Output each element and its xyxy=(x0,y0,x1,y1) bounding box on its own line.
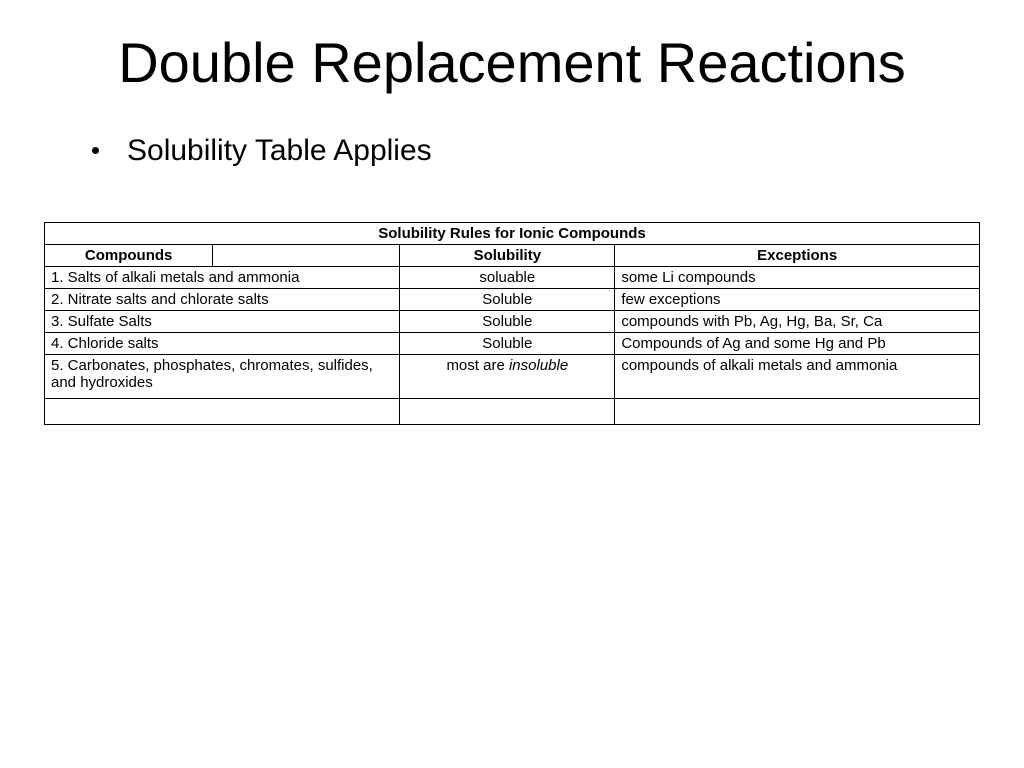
cell-exceptions: compounds of alkali metals and ammonia xyxy=(615,354,980,398)
bullet-text: Solubility Table Applies xyxy=(127,134,432,168)
table-row: 4. Chloride salts Soluble Compounds of A… xyxy=(45,332,980,354)
empty-cell xyxy=(45,398,400,424)
cell-exceptions: Compounds of Ag and some Hg and Pb xyxy=(615,332,980,354)
solubility-table: Solubility Rules for Ionic Compounds Com… xyxy=(44,222,980,425)
cell-compounds: 1. Salts of alkali metals and ammonia xyxy=(45,266,400,288)
table-row: 1. Salts of alkali metals and ammonia so… xyxy=(45,266,980,288)
cell-solubility: Soluble xyxy=(400,288,615,310)
solubility-prefix: most are xyxy=(446,357,509,374)
slide: Double Replacement Reactions Solubility … xyxy=(0,0,1024,768)
cell-compounds: 2. Nitrate salts and chlorate salts xyxy=(45,288,400,310)
cell-compounds: 5. Carbonates, phosphates, chromates, su… xyxy=(45,354,400,398)
cell-compounds: 3. Sulfate Salts xyxy=(45,310,400,332)
header-solubility: Solubility xyxy=(400,244,615,266)
cell-solubility: soluable xyxy=(400,266,615,288)
table-empty-row xyxy=(45,398,980,424)
solubility-emph: insoluble xyxy=(509,357,568,374)
bullet-dot-icon xyxy=(92,147,99,154)
table-title-row: Solubility Rules for Ionic Compounds xyxy=(45,222,980,244)
cell-exceptions: some Li compounds xyxy=(615,266,980,288)
header-blank-1 xyxy=(213,244,400,266)
table-row: 2. Nitrate salts and chlorate salts Solu… xyxy=(45,288,980,310)
table-row: 5. Carbonates, phosphates, chromates, su… xyxy=(45,354,980,398)
bullet-item: Solubility Table Applies xyxy=(92,134,984,168)
cell-exceptions: compounds with Pb, Ag, Hg, Ba, Sr, Ca xyxy=(615,310,980,332)
cell-solubility: most are insoluble xyxy=(400,354,615,398)
header-compounds: Compounds xyxy=(45,244,213,266)
cell-compounds: 4. Chloride salts xyxy=(45,332,400,354)
table-row: 3. Sulfate Salts Soluble compounds with … xyxy=(45,310,980,332)
table-header-row: Compounds Solubility Exceptions xyxy=(45,244,980,266)
solubility-table-wrap: Solubility Rules for Ionic Compounds Com… xyxy=(44,222,980,425)
page-title: Double Replacement Reactions xyxy=(40,32,984,94)
table-title-cell: Solubility Rules for Ionic Compounds xyxy=(45,222,980,244)
empty-cell xyxy=(615,398,980,424)
cell-exceptions: few exceptions xyxy=(615,288,980,310)
cell-solubility: Soluble xyxy=(400,332,615,354)
cell-solubility: Soluble xyxy=(400,310,615,332)
empty-cell xyxy=(400,398,615,424)
header-exceptions: Exceptions xyxy=(615,244,980,266)
